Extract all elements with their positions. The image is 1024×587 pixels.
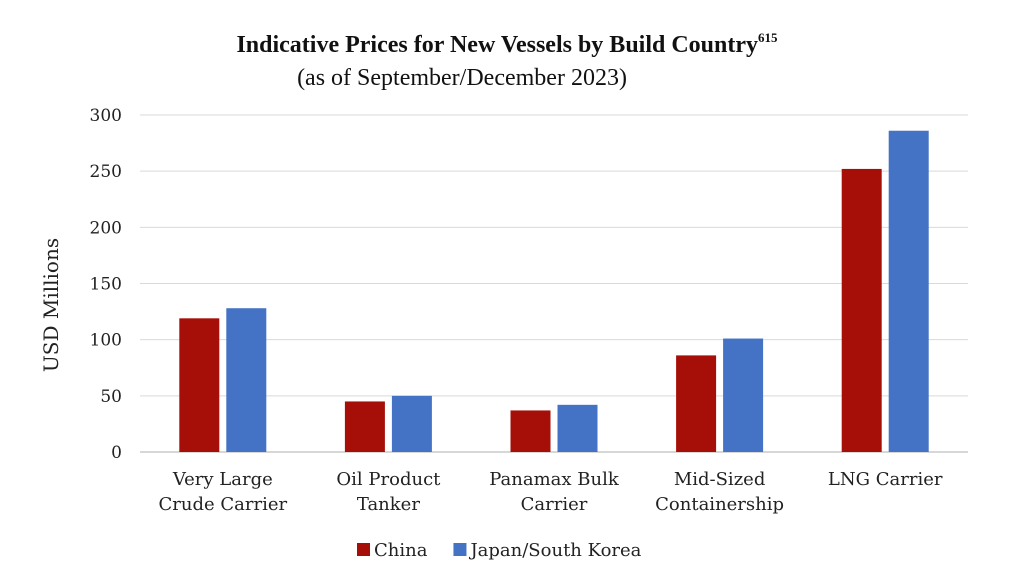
x-tick-label: Mid-Sized Containership [655,469,784,515]
chart-subtitle: (as of September/December 2023) [297,65,627,91]
y-tick-label: 200 [90,218,122,238]
legend: China Japan/South Korea [357,540,642,561]
bar-china [841,168,882,453]
y-tick-label: 0 [111,443,122,463]
y-axis-label: USD Millions [39,238,63,372]
bar-japan-south-korea [226,308,267,452]
chart-title: Indicative Prices for New Vessels by Bui… [236,30,778,58]
y-tick-label: 300 [90,106,122,126]
y-tick-label: 150 [90,275,122,295]
bar-japan-south-korea [557,404,598,452]
grid-layer: 0 50 100 150 200 250 300 [90,106,968,463]
y-tick-label: 250 [90,162,122,182]
legend-label: China [374,540,428,561]
title-superscript: 615 [758,30,778,45]
x-tick-label: Oil Product Tanker [336,469,441,515]
labels-layer: Very Large Crude Carrier Oil Product Tanker… [159,469,943,515]
bar-china [179,318,220,452]
bar-japan-south-korea [888,130,929,452]
bar-china [344,401,385,452]
bar-china [510,410,551,452]
x-tick-label: Panamax Bulk Carrier [489,469,620,515]
bar-china [676,355,717,452]
x-tick-label: Very Large Crude Carrier [159,469,288,515]
legend-swatch [357,543,370,556]
legend-swatch [453,543,467,556]
y-tick-label: 100 [90,331,122,351]
bar-japan-south-korea [391,395,432,452]
x-tick-label: LNG Carrier [828,469,943,490]
bars-layer [179,130,929,453]
y-tick-label: 50 [100,387,122,407]
bar-japan-south-korea [723,338,764,452]
legend-label: Japan/South Korea [468,540,641,561]
